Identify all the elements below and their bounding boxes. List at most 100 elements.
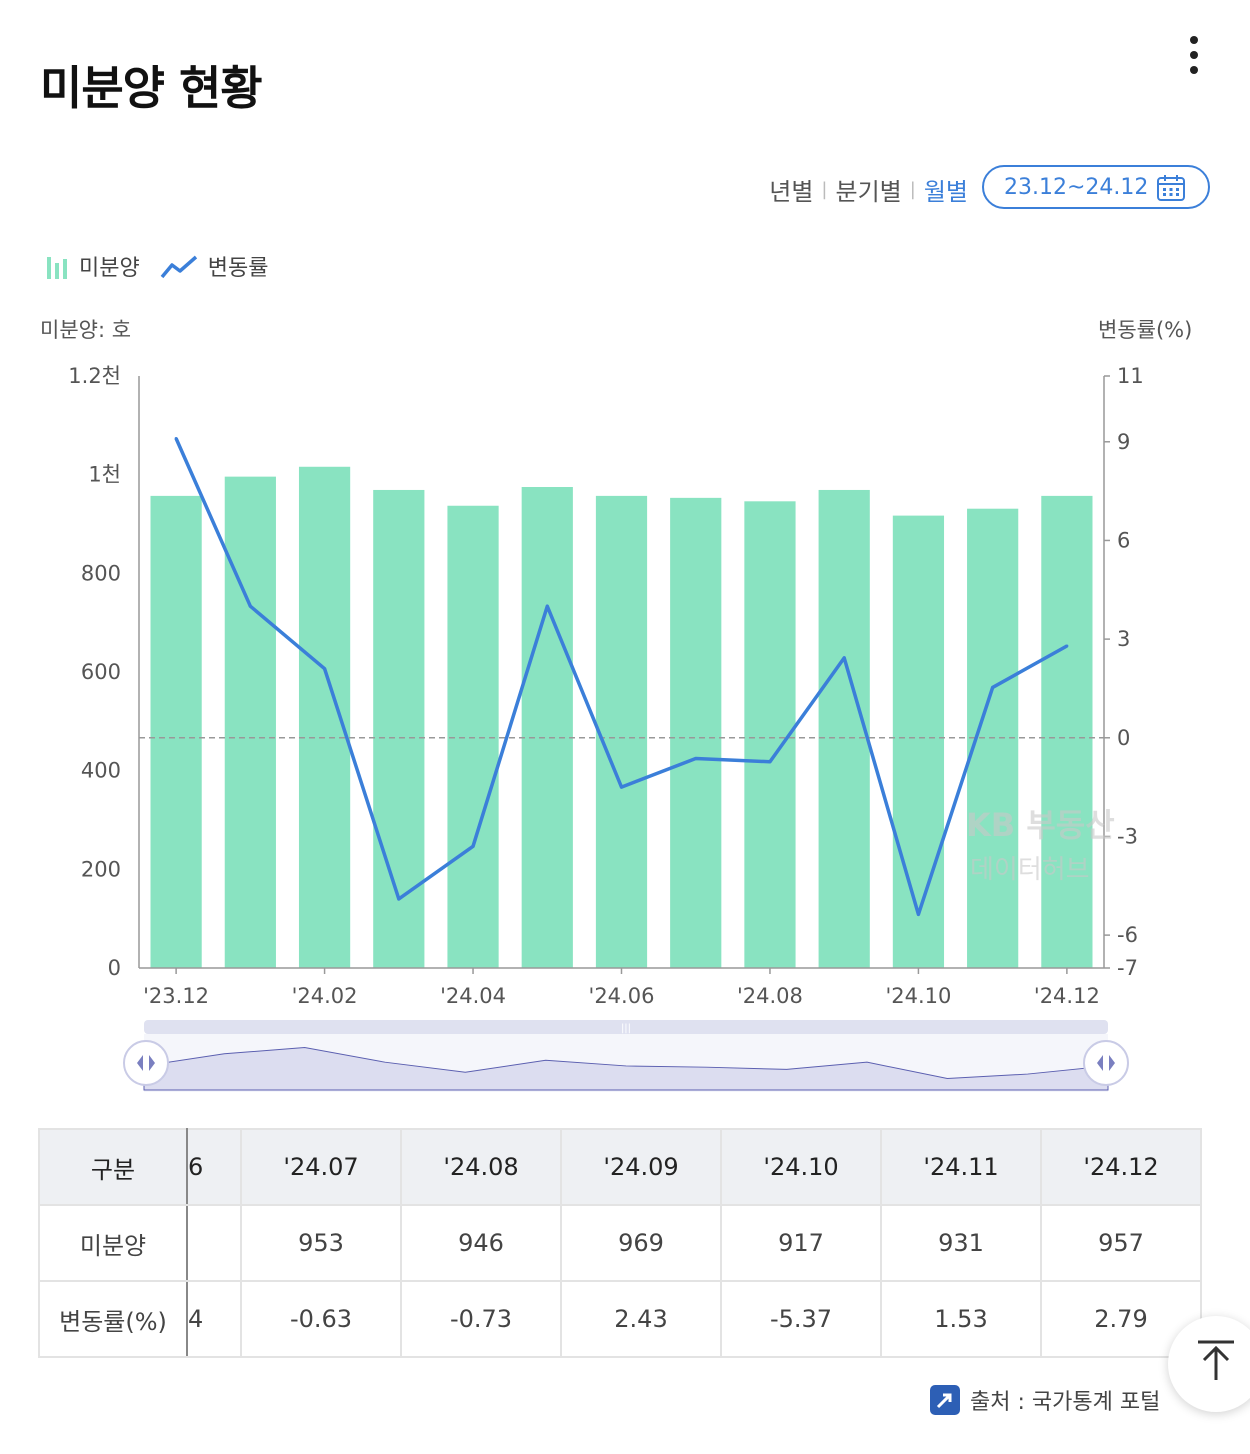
scroll-to-top-button[interactable] — [1168, 1316, 1250, 1412]
bar — [1041, 495, 1093, 968]
line-point — [694, 756, 698, 760]
arrow-up-icon — [1198, 1340, 1234, 1380]
table-cell: 1.53 — [880, 1280, 1042, 1358]
y-left-tick-label: 1.2천 — [68, 364, 121, 388]
table-header-cell: '24.12 — [1040, 1128, 1202, 1206]
range-handle[interactable] — [123, 1040, 169, 1086]
table-cell: 957 — [1040, 1204, 1202, 1282]
y-right-tick-label: 0 — [1117, 726, 1130, 750]
bar — [447, 505, 499, 968]
legend-bar-label: 미분양 — [79, 256, 140, 281]
y-left-tick-label: 800 — [81, 561, 121, 585]
y-right-tick-label: 11 — [1117, 364, 1144, 388]
line-point — [842, 656, 846, 660]
table-cell: 917 — [720, 1204, 882, 1282]
table-header-cell: '24.09 — [560, 1128, 722, 1206]
left-axis-title: 미분양: 호 — [40, 318, 132, 342]
navigator-scrollbar — [144, 1020, 1108, 1034]
watermark-text: 데이터허브 — [970, 855, 1090, 885]
bar — [150, 495, 202, 968]
source-link[interactable]: 출처 : 국가통계 포털 — [930, 1384, 1160, 1416]
bar — [521, 487, 573, 968]
table-row: 변동률(%) 4 -0.63 -0.73 2.43 -5.37 1.53 2.7… — [38, 1280, 1202, 1358]
range-handle-arrows-icon[interactable] — [1097, 1055, 1115, 1071]
bar — [595, 495, 648, 968]
x-tick-label: '24.02 — [292, 984, 358, 1008]
table-header-cell: '24.08 — [400, 1128, 562, 1206]
x-tick-label: '24.10 — [885, 984, 951, 1008]
line-point — [620, 785, 623, 789]
y-left-tick-label: 1천 — [88, 463, 121, 487]
line-point — [1065, 644, 1069, 648]
table-cell: -5.37 — [720, 1280, 882, 1358]
table-header-label: 구분 — [38, 1128, 188, 1206]
bar-series-icon — [47, 257, 67, 279]
table-header-cell: 6 — [186, 1128, 242, 1206]
data-table: 구분 6 '24.07 '24.08 '24.09 '24.10 '24.11 … — [38, 1128, 1202, 1358]
y-right-tick-label: -6 — [1117, 923, 1138, 947]
range-handle[interactable] — [1083, 1040, 1129, 1086]
line-point — [471, 844, 475, 848]
table-row-label: 미분양 — [38, 1204, 188, 1282]
table-header-row: 구분 6 '24.07 '24.08 '24.09 '24.10 '24.11 … — [38, 1128, 1202, 1206]
bar — [298, 466, 351, 968]
legend-item-line[interactable]: 변동률 — [160, 250, 269, 282]
line-point — [768, 760, 772, 764]
page-title: 미분양 현황 — [40, 61, 263, 115]
table-header-cell: '24.11 — [880, 1128, 1042, 1206]
y-right-tick-label: 9 — [1117, 430, 1130, 454]
external-link-icon — [930, 1385, 960, 1415]
tab-yearly[interactable]: 년별 — [769, 178, 814, 206]
table-header-cell: '24.07 — [240, 1128, 402, 1206]
line-series-icon — [160, 255, 197, 279]
combo-chart: 0 200 400 600 800 1천 1.2천 -7 -6 -3 0 3 6 9 11 '23.12 '24… — [68, 364, 1144, 1008]
line-point — [991, 685, 995, 689]
period-selector: 년별 | 분기별 | 월별 — [769, 172, 968, 207]
table-cell: 2.43 — [560, 1280, 722, 1358]
y-left-tick-label: 400 — [81, 759, 121, 783]
line-point — [323, 667, 327, 671]
table-cell: -0.63 — [240, 1280, 402, 1358]
line-point — [248, 604, 252, 608]
bar — [892, 515, 945, 968]
y-right-tick-label: -3 — [1117, 824, 1138, 848]
bar — [744, 501, 796, 968]
bar — [818, 489, 870, 968]
chart-legend: 미분양 변동률 — [45, 250, 288, 282]
legend-line-label: 변동률 — [207, 256, 269, 281]
table-cell: 946 — [400, 1204, 562, 1282]
table-cell: 4 — [186, 1280, 242, 1358]
x-tick-label: '24.04 — [440, 984, 506, 1008]
table-cell — [186, 1204, 242, 1282]
separator: | — [821, 179, 828, 200]
source-label: 출처 : 국가통계 포털 — [970, 1390, 1161, 1415]
date-range-label: 23.12~24.12 — [1004, 174, 1149, 200]
line-point — [545, 604, 549, 608]
navigator-grip-icon: ||| — [621, 1023, 631, 1034]
range-navigator: ||| — [123, 1020, 1129, 1092]
bar — [670, 497, 722, 968]
separator: | — [909, 179, 916, 200]
table-cell: 931 — [880, 1204, 1042, 1282]
date-range-button[interactable]: 23.12~24.12 — [982, 165, 1210, 209]
x-tick-label: '24.08 — [737, 984, 803, 1008]
table-row-label: 변동률(%) — [38, 1280, 188, 1358]
table-cell: 953 — [240, 1204, 402, 1282]
right-axis-title: 변동률(%) — [1098, 318, 1193, 342]
legend-item-bar[interactable]: 미분양 — [45, 250, 140, 282]
bar — [224, 476, 276, 968]
navigator-series-area — [143, 1046, 1109, 1091]
x-tick-label: '23.12 — [143, 984, 209, 1008]
y-left-tick-label: 600 — [81, 660, 121, 684]
y-left-tick-label: 200 — [81, 857, 121, 881]
tab-quarterly[interactable]: 분기별 — [835, 178, 902, 206]
range-handle-arrows-icon[interactable] — [137, 1055, 155, 1071]
tab-monthly[interactable]: 월별 — [923, 178, 968, 206]
y-left-tick-label: 0 — [108, 956, 121, 980]
table-cell: -0.73 — [400, 1280, 562, 1358]
calendar-icon — [1157, 175, 1185, 201]
y-right-tick-label: 6 — [1117, 528, 1130, 552]
y-right-tick-label: -7 — [1117, 956, 1138, 980]
line-point — [916, 912, 920, 916]
more-menu-icon[interactable] — [1180, 36, 1208, 76]
